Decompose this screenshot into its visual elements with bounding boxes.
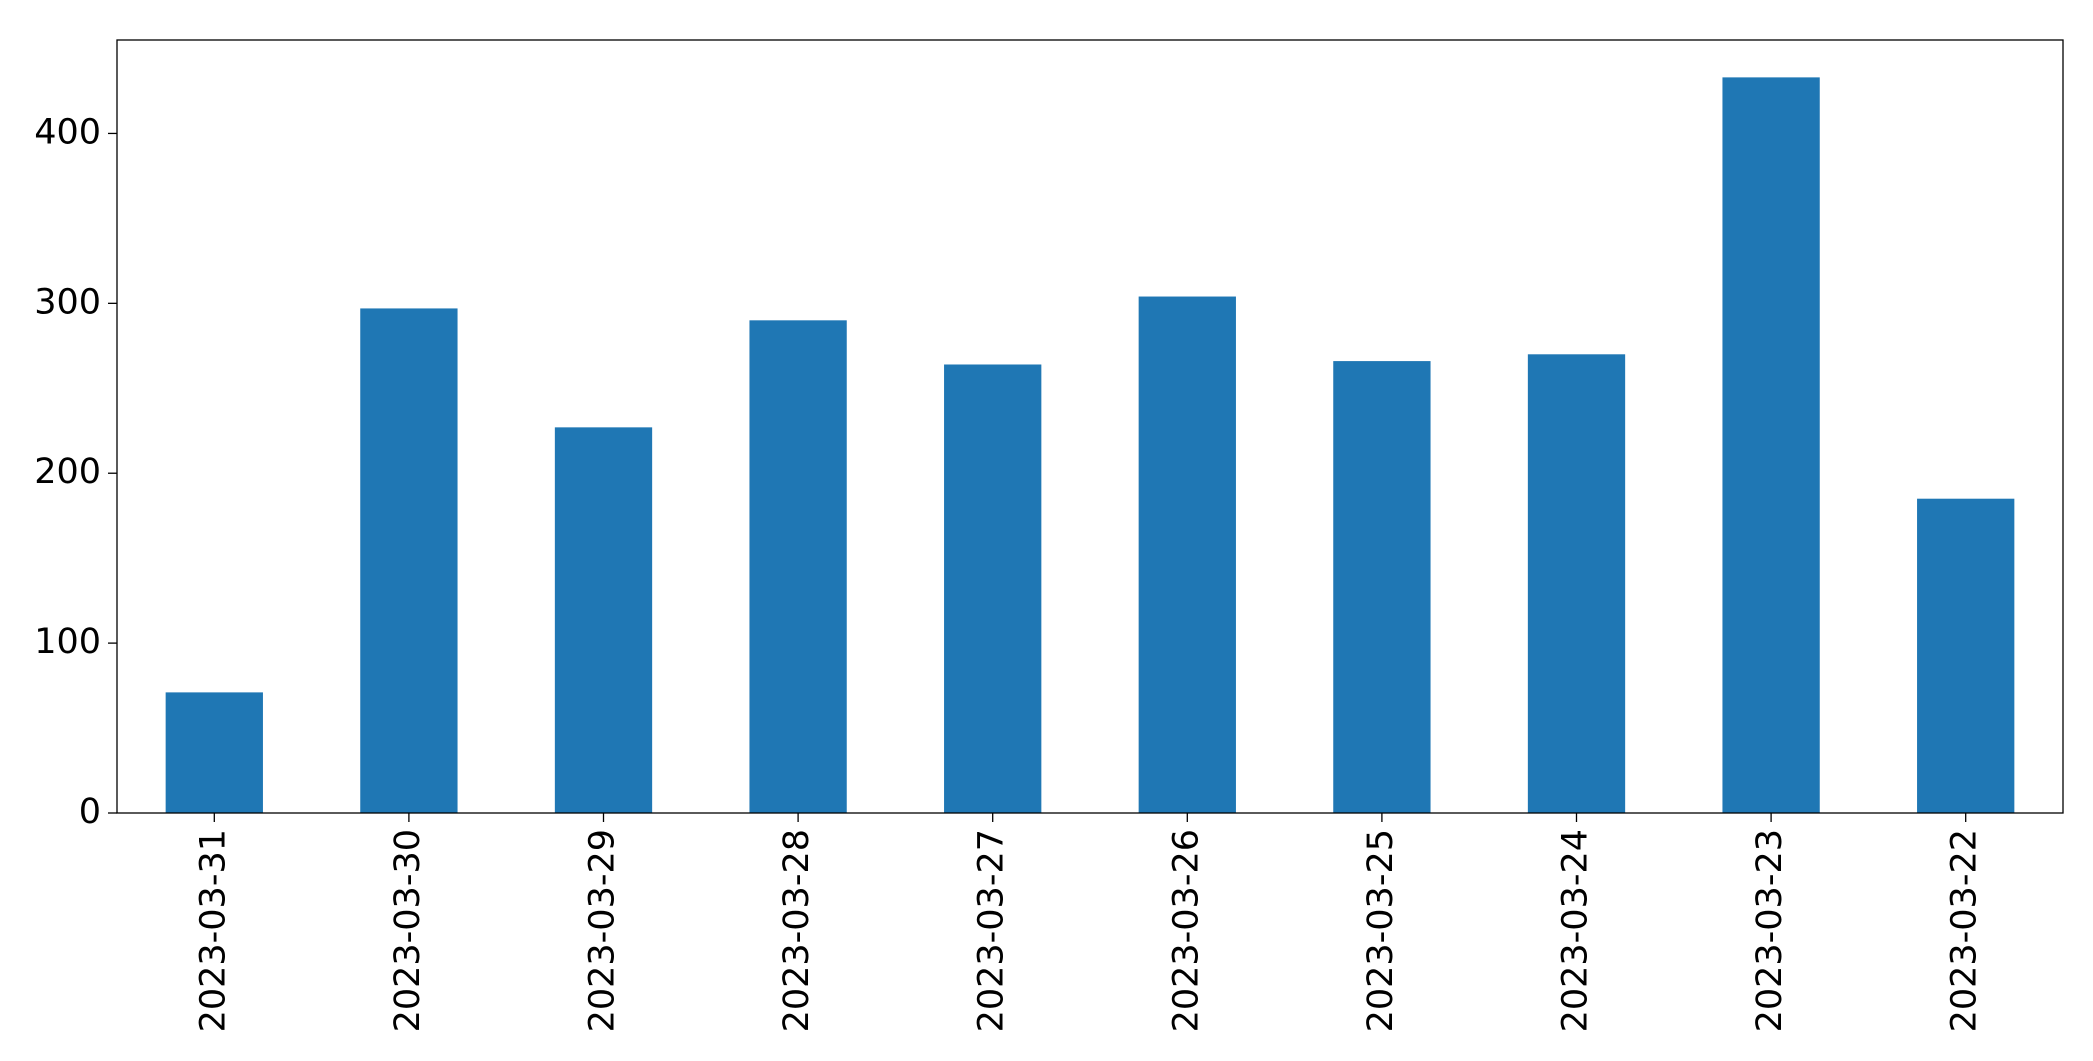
- bar: [360, 308, 458, 813]
- plot-frame: [116, 39, 2064, 814]
- y-tick-label: 300: [34, 282, 101, 322]
- x-tick-label: 2023-03-30: [388, 829, 428, 1032]
- x-tick-label: 2023-03-23: [1750, 829, 1790, 1032]
- bar: [944, 364, 1042, 813]
- bar: [1333, 361, 1431, 813]
- bar: [1527, 354, 1626, 813]
- x-tick-label: 2023-03-26: [1166, 829, 1206, 1032]
- y-tick-label: 0: [79, 792, 101, 832]
- x-tick-label: 2023-03-25: [1361, 829, 1401, 1032]
- x-tick-label: 2023-03-22: [1945, 829, 1985, 1032]
- bar: [1917, 498, 2015, 813]
- bar: [165, 692, 263, 813]
- y-tick-label: 200: [34, 452, 101, 492]
- x-tick-label: 2023-03-29: [583, 829, 623, 1032]
- x-tick-label: 2023-03-24: [1556, 829, 1596, 1032]
- bar: [1722, 77, 1820, 813]
- bar: [554, 427, 653, 813]
- bar: [1138, 296, 1236, 813]
- bar: [749, 320, 847, 813]
- y-tick-label: 400: [34, 112, 101, 152]
- x-tick-label: 2023-03-31: [193, 829, 233, 1032]
- y-tick-label: 100: [34, 622, 101, 662]
- x-tick-label: 2023-03-28: [777, 829, 817, 1032]
- x-tick-label: 2023-03-27: [972, 829, 1012, 1032]
